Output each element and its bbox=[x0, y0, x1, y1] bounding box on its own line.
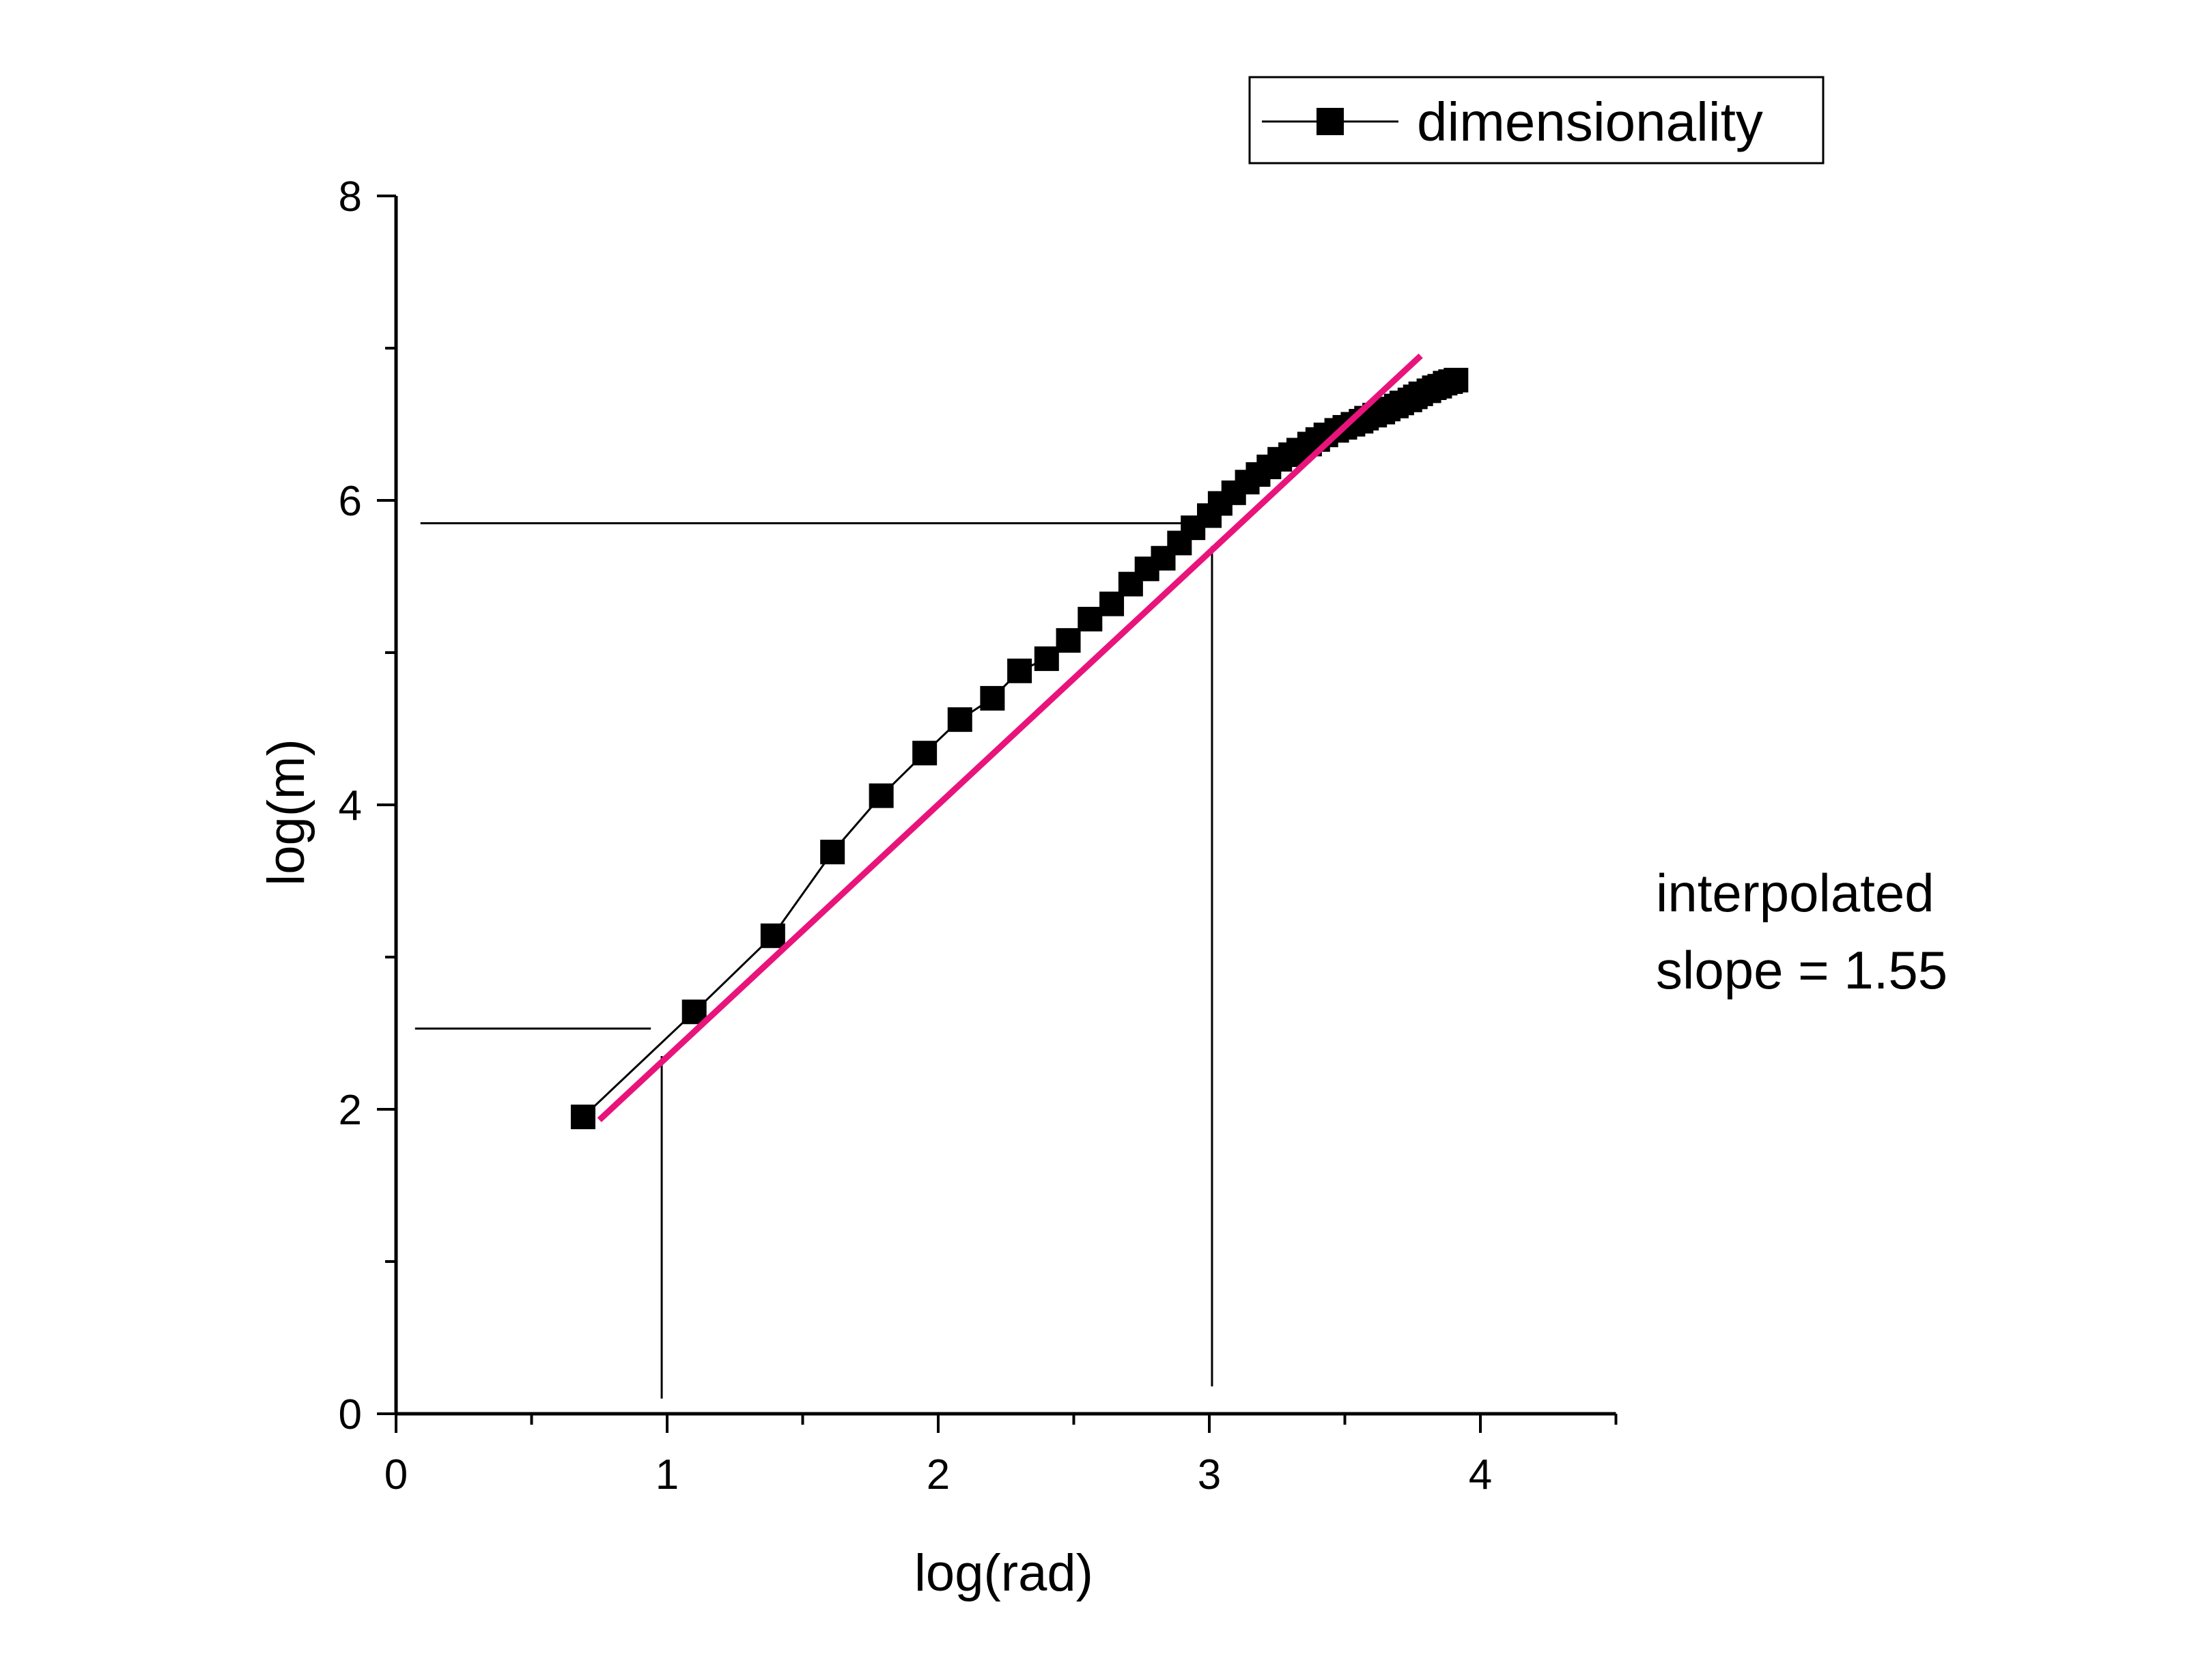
y-tick-label: 4 bbox=[339, 782, 362, 829]
x-tick-label: 0 bbox=[384, 1451, 408, 1498]
slope-annotation: interpolated slope = 1.55 bbox=[1656, 863, 1947, 1000]
fit-line-stroke bbox=[597, 353, 1423, 1122]
x-tick-label: 3 bbox=[1198, 1451, 1221, 1498]
data-point bbox=[760, 923, 785, 948]
series-line bbox=[582, 379, 1456, 1118]
data-point bbox=[869, 783, 894, 808]
y-tick-label: 0 bbox=[339, 1391, 362, 1438]
data-point bbox=[912, 741, 938, 766]
data-point bbox=[980, 685, 1005, 711]
reference-lines bbox=[414, 522, 1213, 1399]
data-point bbox=[1078, 606, 1103, 631]
tick-labels: 0 1 2 3 4 0 2 4 6 8 bbox=[339, 173, 1493, 1498]
y-axis-title: log(m) bbox=[257, 739, 315, 885]
fit-line bbox=[597, 353, 1423, 1122]
data-point bbox=[1444, 367, 1469, 393]
y-tick-label: 8 bbox=[339, 173, 362, 220]
x-tick-label: 4 bbox=[1469, 1451, 1492, 1498]
x-axis-title: log(rad) bbox=[914, 1544, 1093, 1602]
annotation-line-2: slope = 1.55 bbox=[1656, 940, 1947, 1000]
series-markers-dimensionality bbox=[570, 367, 1469, 1130]
x-tick-label: 2 bbox=[927, 1451, 950, 1498]
y-tick-label: 2 bbox=[339, 1087, 362, 1134]
annotation-line-1: interpolated bbox=[1656, 863, 1934, 923]
data-point bbox=[1007, 658, 1032, 683]
data-point bbox=[1034, 646, 1059, 671]
legend-box bbox=[1248, 76, 1825, 165]
axes: 0 1 2 3 4 0 2 4 6 8 bbox=[339, 173, 1618, 1498]
x-tick-label: 1 bbox=[656, 1451, 679, 1498]
legend-marker-sample bbox=[1317, 108, 1344, 135]
series-line-dimensionality bbox=[582, 379, 1456, 1118]
legend: dimensionality bbox=[1248, 76, 1825, 165]
data-point bbox=[820, 840, 845, 865]
y-tick-label: 6 bbox=[339, 478, 362, 525]
data-point bbox=[1056, 628, 1081, 653]
data-point bbox=[570, 1105, 595, 1130]
axis-ticks bbox=[377, 195, 1618, 1433]
legend-label-dimensionality: dimensionality bbox=[1417, 91, 1763, 152]
data-point bbox=[947, 707, 972, 732]
